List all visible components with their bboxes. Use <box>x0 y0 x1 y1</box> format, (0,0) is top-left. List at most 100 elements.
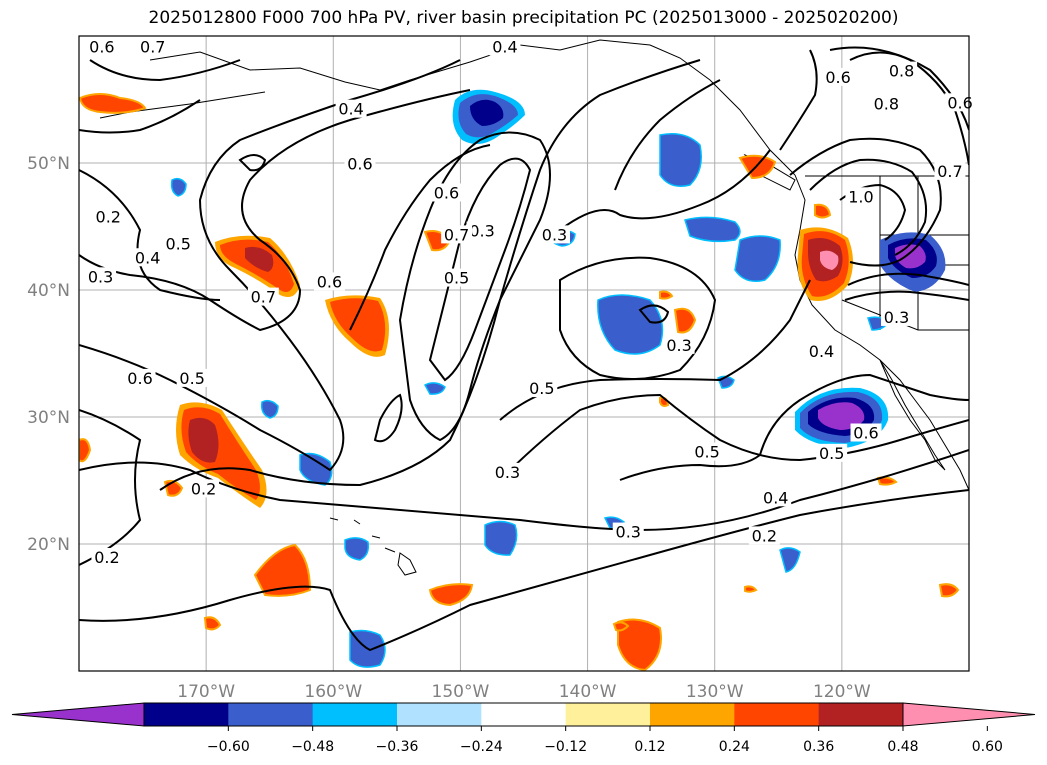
colorbar-segment <box>312 703 398 726</box>
pv-contour-label: 0.6 <box>434 183 459 202</box>
pv-contour-label: 0.5 <box>165 234 190 253</box>
lon-tick-label: 160°W <box>304 682 362 702</box>
colorbar: −0.60 −0.48 −0.36 −0.24 −0.12 0.12 0.24 0.36 0.4… <box>11 702 1036 755</box>
pv-contour-label: 0.6 <box>317 272 342 291</box>
pv-contour <box>79 89 471 332</box>
pv-contour-label: 0.4 <box>492 37 517 56</box>
contour-label-halo <box>247 287 279 306</box>
contour-label-halo <box>137 37 169 56</box>
colorbar-segment <box>818 703 904 726</box>
colorbar-segment <box>397 703 482 726</box>
pv-contour <box>559 149 771 231</box>
contour-label-halo <box>489 37 521 56</box>
contour-label-halo <box>944 93 976 112</box>
precip-pc-positive <box>79 93 960 671</box>
pv-contour-label: 0.8 <box>874 95 899 114</box>
pv-contour-label: 0.5 <box>179 369 204 388</box>
colorbar-segment <box>650 703 735 726</box>
contour-label-halo <box>92 207 124 226</box>
pv-contour-label: 0.4 <box>763 488 788 507</box>
pv-contour <box>638 304 670 324</box>
neg-anomaly-gulf-alaska <box>452 89 525 144</box>
pv-contour-label: 0.4 <box>338 100 363 119</box>
pos-anomaly-midlat-2 <box>325 295 389 357</box>
pv-contour <box>849 51 969 166</box>
colorbar-tick-label: −0.48 <box>291 739 334 755</box>
north-america-coast <box>794 174 969 491</box>
pv-contour-label: 0.3 <box>666 336 691 355</box>
pv-contour-label: 0.8 <box>889 62 914 81</box>
colorbar-extend-low <box>11 702 145 727</box>
colorbar-segment <box>734 703 820 726</box>
pv-contour <box>619 373 969 481</box>
latitude-tick-labels: 20°N 30°N 40°N 50°N <box>27 154 70 555</box>
pv-contour-label: 0.3 <box>469 222 494 241</box>
pv-contour-label: 0.4 <box>809 342 834 361</box>
contour-label-halo <box>691 442 723 461</box>
pv-contour <box>79 59 461 472</box>
colorbar-tick-label: 0.12 <box>634 739 665 755</box>
contour-label-halo <box>344 154 376 173</box>
colorbar-tick-label: 0.60 <box>972 739 1003 755</box>
contour-label-halo <box>816 443 848 462</box>
pos-anomaly-central-pacific <box>176 402 267 508</box>
pv-contour-label: 0.6 <box>89 37 114 56</box>
longitude-tick-labels: 170°W 160°W 150°W 140°W 130°W 120°W <box>177 682 871 702</box>
pv-contour-label: 0.2 <box>752 526 777 545</box>
contour-label-halo <box>430 183 462 202</box>
contour-label-halo <box>748 526 780 545</box>
pv-contour <box>499 279 811 421</box>
pv-contour-label: 0.4 <box>135 248 160 267</box>
pv-contour <box>373 393 403 443</box>
pv-contour <box>559 256 717 380</box>
pos-anomaly-california <box>797 227 853 301</box>
pv-contour <box>779 49 818 151</box>
pv-contour-label: 0.7 <box>444 225 469 244</box>
contour-label-halo <box>850 423 882 442</box>
colorbar-segment <box>228 703 314 726</box>
contour-label-halo <box>845 187 877 206</box>
contour-label-halo <box>760 488 792 507</box>
map-title: 2025012800 F000 700 hPa PV, river basin … <box>148 8 899 28</box>
contour-label-halo <box>441 225 473 244</box>
lon-tick-label: 140°W <box>559 682 617 702</box>
colorbar-tick-label: −0.12 <box>544 739 587 755</box>
pv-contour-label: 0.2 <box>94 548 119 567</box>
contour-label-halo <box>886 61 918 80</box>
pv-contour-label: 0.5 <box>819 444 844 463</box>
lat-tick-label: 30°N <box>27 408 70 428</box>
pv-contour-label: 0.6 <box>347 154 372 173</box>
contour-label-halo <box>526 379 558 398</box>
colorbar-outline <box>143 702 904 727</box>
pv-contour-label: 0.5 <box>694 443 719 462</box>
pv-contour <box>79 489 969 652</box>
contour-label-halo <box>176 368 208 387</box>
pv-contour-label: 0.7 <box>140 37 165 56</box>
contour-label-halo <box>466 221 498 240</box>
pv-contour-label: 0.5 <box>444 269 469 288</box>
pv-contour <box>349 144 491 331</box>
pv-contour-label: 0.3 <box>884 308 909 327</box>
contour-label-halo <box>86 37 118 56</box>
contour-label-halo <box>91 547 123 566</box>
colorbar-segment <box>481 703 567 726</box>
pv-contour <box>79 449 969 532</box>
colorbar-segment <box>565 703 651 726</box>
contour-label-halo <box>188 479 220 498</box>
pv-contour <box>847 272 969 286</box>
contour-label-halo <box>934 161 966 180</box>
contour-label-halo <box>132 248 164 267</box>
lon-tick-label: 150°W <box>432 682 490 702</box>
contour-label-halo <box>491 462 523 481</box>
pv-contour <box>428 157 532 382</box>
pv-contour-label: 0.3 <box>88 267 113 286</box>
pv-contour-label: 0.3 <box>495 463 520 482</box>
pv-contour-labels: 0.6 0.7 0.4 0.4 0.6 0.8 0.8 0.6 0.6 0.6 1.0 0.7 0.2 0… <box>85 37 976 567</box>
colorbar-tick-label: −0.24 <box>460 739 503 755</box>
contour-label-halo <box>822 67 854 86</box>
pv-contour-label: 0.7 <box>251 288 276 307</box>
pv-contour-label: 0.3 <box>542 225 567 244</box>
contour-label-halo <box>313 272 345 291</box>
pv-contour <box>159 59 701 491</box>
lon-tick-label: 120°W <box>813 682 871 702</box>
